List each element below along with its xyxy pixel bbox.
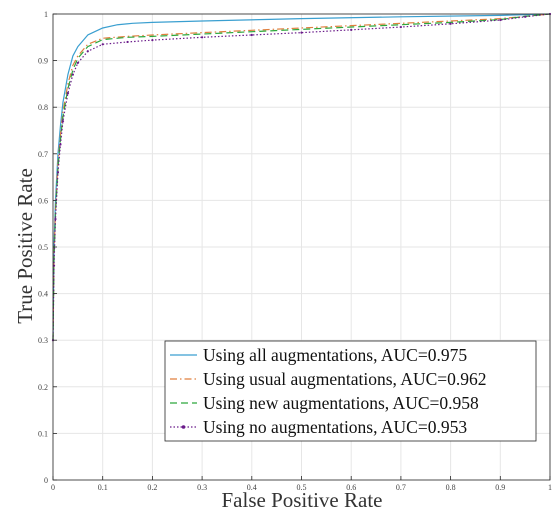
y-tick-label: 0.9 <box>38 57 48 66</box>
y-tick-label: 0.2 <box>38 383 48 392</box>
roc-curves <box>51 12 552 342</box>
roc-curve-1 <box>52 13 551 341</box>
roc-curve-4-marker <box>71 73 74 76</box>
y-tick-label: 0.6 <box>38 196 48 205</box>
x-tick-label: 0.4 <box>247 483 257 492</box>
roc-curve-4-marker <box>61 120 65 123</box>
x-tick-label: 0 <box>51 483 55 492</box>
roc-curve-4-marker <box>66 92 70 95</box>
legend-entry-4: Using no augmentations, AUC=0.953 <box>203 417 467 437</box>
roc-curve-4-marker <box>56 171 60 174</box>
x-tick-label: 0.7 <box>396 483 406 492</box>
roc-curve-4-marker <box>101 43 104 46</box>
roc-curve-4-marker <box>499 18 502 22</box>
x-tick-label: 0.3 <box>197 483 207 492</box>
x-tick-label: 1 <box>548 483 552 492</box>
x-tick-label: 0.2 <box>147 483 157 492</box>
y-tick-label: 0.8 <box>38 103 48 112</box>
roc-curve-4-marker <box>250 33 253 37</box>
roc-curve-4-marker <box>524 15 527 18</box>
roc-curve-4-marker <box>54 217 57 221</box>
y-tick-label: 0.7 <box>38 150 48 159</box>
y-tick-label: 1 <box>44 10 48 19</box>
legend: Using all augmentations, AUC=0.975 Using … <box>164 340 537 442</box>
x-axis-ticks: 0 0.1 0.2 0.3 0.4 0.5 0.6 0.7 0.8 0.9 1 <box>51 476 552 492</box>
roc-curve-4-marker <box>86 50 89 53</box>
roc-curve-4-marker <box>52 264 56 267</box>
legend-entry-1: Using all augmentations, AUC=0.975 <box>203 345 467 365</box>
x-tick-label: 0.8 <box>446 483 456 492</box>
y-tick-label: 0.5 <box>38 243 48 252</box>
roc-curve-4-marker <box>126 40 129 44</box>
x-tick-label: 0.1 <box>98 483 108 492</box>
roc-curve-4-marker <box>449 22 452 25</box>
y-tick-label: 0.1 <box>38 429 48 438</box>
y-tick-label: 0.4 <box>38 290 48 299</box>
legend-entry-3: Using new augmentations, AUC=0.958 <box>203 393 479 413</box>
roc-curve-3 <box>52 13 551 341</box>
legend-box <box>164 340 537 442</box>
roc-curve-4-marker <box>399 25 402 29</box>
legend-entry-2: Using usual augmentations, AUC=0.962 <box>203 369 487 389</box>
y-tick-label: 0.3 <box>38 336 48 345</box>
x-tick-label: 0.9 <box>495 483 505 492</box>
y-axis-label: True Positive Rate <box>13 168 37 324</box>
roc-curve-4-marker <box>201 36 204 39</box>
roc-curve-4-marker <box>59 143 62 146</box>
y-axis-ticks: 0 0.1 0.2 0.3 0.4 0.5 0.6 0.7 0.8 0.9 1 <box>38 10 57 485</box>
roc-curve-4-marker <box>350 28 353 31</box>
roc-curve-4-marker <box>76 61 79 65</box>
x-axis-label: False Positive Rate <box>222 488 383 512</box>
x-tick-label: 0.6 <box>346 483 356 492</box>
roc-curve-4-marker <box>300 31 303 34</box>
y-tick-label: 0 <box>44 476 48 485</box>
x-tick-label: 0.5 <box>297 483 307 492</box>
legend-swatch-marker <box>181 425 186 429</box>
roc-curve-4-marker <box>151 38 154 42</box>
